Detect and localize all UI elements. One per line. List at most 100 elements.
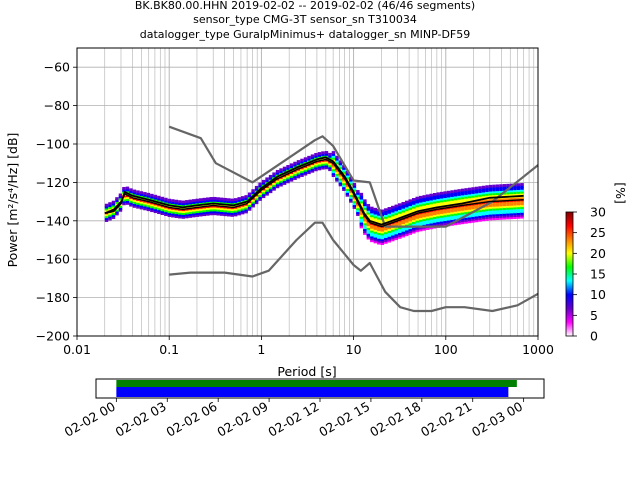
- psd-histogram-cell: [520, 208, 524, 211]
- psd-histogram-cell: [457, 194, 461, 198]
- psd-histogram-cell: [265, 181, 269, 185]
- psd-histogram-cell: [502, 205, 507, 209]
- psd-histogram-cell: [391, 223, 395, 226]
- psd-histogram-cell: [415, 196, 419, 200]
- psd-histogram-cell: [300, 168, 304, 172]
- psd-histogram-cell: [391, 211, 395, 215]
- psd-histogram-cell: [432, 202, 437, 206]
- psd-histogram-cell: [310, 158, 315, 162]
- psd-histogram-cell: [206, 199, 210, 203]
- psd-histogram-cell: [185, 213, 189, 217]
- psd-histogram-cell: [422, 227, 426, 231]
- psd-histogram-cell: [502, 214, 507, 218]
- psd-histogram-cell: [408, 218, 412, 222]
- psd-histogram-cell: [502, 209, 507, 212]
- psd-histogram-cell: [202, 213, 207, 217]
- psd-histogram-cell: [411, 201, 416, 205]
- psd-histogram-cell: [279, 177, 283, 181]
- psd-histogram-cell: [485, 194, 489, 198]
- psd-histogram-cell: [432, 204, 437, 208]
- psd-histogram-cell: [418, 220, 423, 224]
- psd-histogram-cell: [212, 196, 217, 200]
- psd-histogram-cell: [359, 202, 364, 206]
- psd-histogram-cell: [338, 173, 343, 177]
- psd-histogram-cell: [439, 209, 444, 212]
- psd-histogram-cell: [506, 210, 510, 214]
- psd-histogram-cell: [481, 199, 486, 203]
- psd-histogram-cell: [219, 197, 224, 201]
- psd-histogram-cell: [282, 180, 287, 183]
- psd-histogram-cell: [516, 190, 521, 194]
- psd-histogram-cell: [254, 201, 259, 205]
- psd-histogram-cell: [502, 185, 507, 189]
- psd-histogram-cell: [432, 219, 437, 223]
- psd-histogram-cell: [516, 215, 521, 219]
- psd-histogram-cell: [474, 200, 479, 204]
- psd-histogram-cell: [398, 230, 402, 234]
- psd-histogram-cell: [363, 226, 367, 230]
- psd-histogram-cell: [506, 214, 510, 218]
- psd-histogram-cell: [467, 197, 472, 201]
- psd-histogram-cell: [209, 208, 213, 212]
- psd-histogram-cell: [164, 207, 168, 211]
- psd-histogram-cell: [146, 202, 151, 206]
- timeline-tick-label: 02-02 00: [62, 399, 118, 440]
- psd-histogram-cell: [436, 223, 440, 226]
- psd-histogram-cell: [488, 209, 493, 213]
- psd-histogram-cell: [272, 187, 276, 191]
- psd-histogram-cell: [446, 221, 451, 225]
- psd-histogram-cell: [492, 205, 496, 209]
- psd-histogram-cell: [164, 211, 168, 215]
- psd-histogram-cell: [488, 192, 493, 196]
- psd-histogram-cell: [439, 216, 444, 220]
- psd-histogram-cell: [310, 169, 315, 173]
- psd-histogram-cell: [226, 200, 231, 204]
- psd-histogram-cell: [411, 203, 416, 207]
- psd-histogram-cell: [401, 228, 406, 232]
- psd-histogram-cell: [380, 242, 385, 246]
- psd-histogram-cell: [223, 199, 227, 203]
- psd-histogram-cell: [233, 207, 238, 211]
- psd-histogram-cell: [342, 188, 346, 191]
- psd-histogram-cell: [268, 188, 273, 192]
- psd-histogram-cell: [254, 197, 259, 201]
- psd-histogram-cell: [394, 216, 399, 219]
- psd-histogram-cell: [244, 210, 248, 214]
- psd-histogram-cell: [457, 214, 461, 217]
- psd-histogram-cell: [513, 185, 517, 189]
- psd-histogram-cell: [457, 196, 461, 200]
- psd-histogram-cell: [436, 201, 440, 205]
- psd-histogram-cell: [464, 188, 468, 192]
- psd-histogram-cell: [272, 176, 276, 180]
- psd-histogram-cell: [226, 207, 231, 211]
- psd-histogram-cell: [143, 201, 147, 205]
- psd-histogram-cell: [432, 210, 437, 214]
- psd-histogram-cell: [439, 220, 444, 224]
- psd-histogram-cell: [206, 197, 210, 201]
- psd-histogram-cell: [226, 211, 231, 215]
- psd-histogram-cell: [492, 213, 496, 217]
- psd-histogram-cell: [178, 215, 182, 219]
- psd-histogram-cell: [485, 215, 489, 219]
- psd-histogram-cell: [153, 206, 158, 210]
- psd-histogram-cell: [377, 241, 381, 245]
- psd-histogram-cell: [499, 190, 503, 193]
- psd-histogram-cell: [418, 207, 423, 211]
- psd-histogram-cell: [216, 201, 220, 204]
- psd-histogram-cell: [509, 187, 514, 191]
- psd-histogram-cell: [289, 163, 294, 167]
- psd-histogram-cell: [370, 235, 374, 239]
- psd-histogram-cell: [349, 180, 353, 184]
- psd-histogram-cell: [446, 200, 451, 204]
- psd-histogram-cell: [150, 197, 154, 201]
- psd-histogram-cell: [366, 230, 371, 234]
- psd-histogram-cell: [495, 190, 500, 194]
- psd-histogram-cell: [439, 218, 444, 222]
- psd-histogram-cell: [492, 211, 496, 215]
- psd-histogram-cell: [467, 191, 472, 195]
- psd-histogram-cell: [122, 200, 126, 204]
- psd-lines: [104, 125, 539, 313]
- psd-histogram-cell: [384, 217, 388, 221]
- psd-histogram-cell: [485, 208, 489, 212]
- psd-histogram-cell: [219, 201, 224, 205]
